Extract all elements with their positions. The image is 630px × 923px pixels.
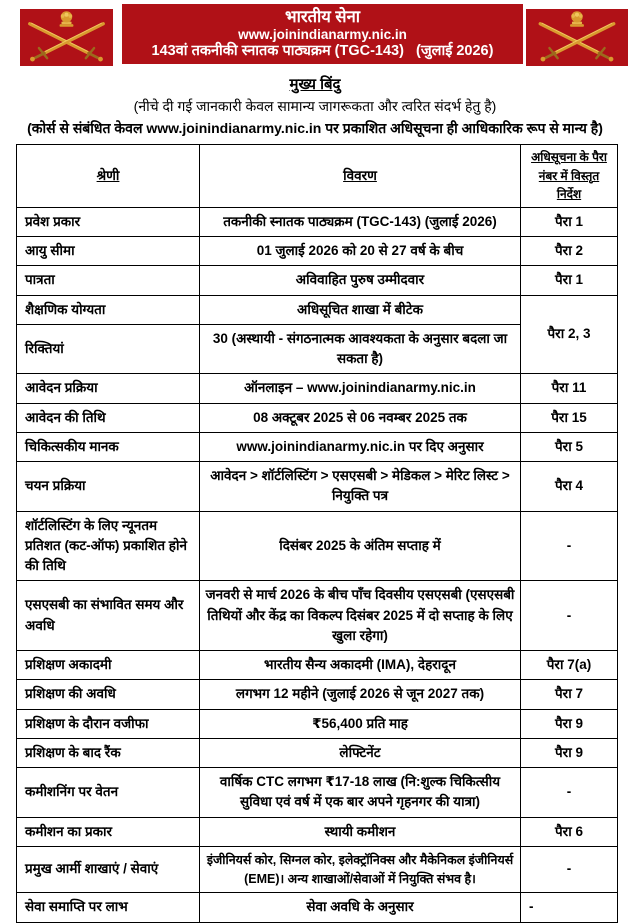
row-details-cell: लेफ्टिनेंट (199, 737, 521, 769)
row-details-cell: 08 अक्टूबर 2025 से 06 नवम्बर 2025 तक (199, 402, 521, 433)
crossed-swords-lion-capital-icon (20, 9, 113, 66)
row-para-cell: पैरा 2, 3 (520, 294, 618, 375)
row-details-cell: ऑनलाइन – www.joinindianarmy.nic.in (199, 373, 521, 404)
row-details-cell: आवेदन > शॉर्टलिस्टिंग > एसएसबी > मेडिकल … (199, 461, 521, 512)
table-row: एसएसबी का संभावित समय और अवधि जनवरी से मा… (16, 580, 618, 652)
row-details-cell: 01 जुलाई 2026 को 20 से 27 वर्ष के बीच (199, 236, 521, 267)
row-category-cell: चयन प्रक्रिया (16, 461, 200, 512)
table-body: प्रवेश प्रकार तकनीकी स्नातक पाठ्यक्रम (TG… (16, 206, 618, 923)
table-row: सेवा समाप्ति पर लाभ सेवा अवधि के अनुसार - (16, 892, 618, 923)
row-para-cell: पैरा 7 (520, 679, 618, 710)
row-details-cell: तकनीकी स्नातक पाठ्यक्रम (TGC-143) (जुलाई… (199, 206, 521, 238)
row-details-cell: इंजीनियर्स कोर, सिग्नल कोर, इलेक्ट्रॉनिक… (199, 845, 521, 894)
table-row: रिक्तियां 30 (अस्थायी - संगठनात्मक आवश्यक… (16, 323, 618, 375)
row-details-cell: स्थायी कमीशन (199, 816, 521, 847)
intro-section: मुख्य बिंदु (नीचे दी गई जानकारी केवल साम… (0, 74, 630, 138)
row-para-cell: पैरा 9 (520, 737, 618, 769)
disclaimer-line-1: (नीचे दी गई जानकारी केवल सामान्य जागरूकत… (133, 98, 497, 114)
row-category-cell: प्रवेश प्रकार (16, 206, 200, 238)
row-para-cell: - (520, 510, 618, 582)
row-category-cell: शॉर्टलिस्टिंग के लिए न्यूनतम प्रतिशत (कट… (16, 510, 200, 582)
table-row: पात्रता अविवाहित पुरुष उम्मीदवार पैरा 1 (16, 265, 618, 296)
table-row: चयन प्रक्रिया आवेदन > शॉर्टलिस्टिंग > एसए… (16, 461, 618, 512)
row-details-cell: जनवरी से मार्च 2026 के बीच पाँच दिवसीय ए… (199, 580, 521, 652)
row-category-cell: प्रशिक्षण के दौरान वजीफा (16, 708, 200, 739)
course-title: 143वां तकनीकी स्नातक पाठ्यक्रम (TGC-143)… (151, 43, 494, 60)
table-row: आवेदन की तिथि 08 अक्टूबर 2025 से 06 नवम्ब… (16, 402, 618, 433)
course-summary-table: श्रेणी विवरण अधिसूचना के पैरा नंबर में व… (16, 144, 618, 923)
row-category-cell: चिकित्सकीय मानक (16, 431, 200, 463)
row-para-cell: - (520, 845, 618, 894)
row-para-cell: - (520, 892, 618, 923)
army-emblem-right (526, 9, 628, 66)
row-details-cell: 30 (अस्थायी - संगठनात्मक आवश्यकता के अनु… (199, 323, 521, 375)
header-banner: भारतीय सेना www.joinindianarmy.nic.in 14… (0, 0, 630, 66)
row-category-cell: रिक्तियां (16, 323, 200, 375)
row-para-cell: पैरा 1 (520, 265, 618, 296)
army-title: भारतीय सेना (284, 7, 361, 26)
row-para-cell: पैरा 5 (520, 431, 618, 463)
row-details-cell: वार्षिक CTC लगभग ₹17-18 लाख (नि:शुल्क चि… (199, 767, 521, 818)
row-para-cell: - (520, 580, 618, 652)
table-row: चिकित्सकीय मानक www.joinindianarmy.nic.in… (16, 431, 618, 463)
table-header-row: श्रेणी विवरण अधिसूचना के पैरा नंबर में व… (16, 144, 618, 208)
row-category-cell: आवेदन प्रक्रिया (16, 373, 200, 404)
table-row: प्रशिक्षण के बाद रैंक लेफ्टिनेंट पैरा 9 (16, 737, 618, 769)
army-website: www.joinindianarmy.nic.in (238, 26, 407, 42)
row-details-cell: www.joinindianarmy.nic.in पर दिए अनुसार (199, 431, 521, 463)
row-para-cell: पैरा 9 (520, 708, 618, 739)
table-row: प्रमुख आर्मी शाखाएं / सेवाएं इंजीनियर्स क… (16, 845, 618, 894)
table-row: आवेदन प्रक्रिया ऑनलाइन – www.joinindianar… (16, 373, 618, 404)
col-header-para: अधिसूचना के पैरा नंबर में विस्तृत निर्दे… (520, 144, 618, 208)
col-header-details: विवरण (199, 144, 521, 208)
row-details-cell: अधिसूचित शाखा में बीटेक (199, 294, 521, 325)
row-category-cell: प्रशिक्षण की अवधि (16, 679, 200, 710)
main-points-heading: मुख्य बिंदु (289, 76, 341, 93)
row-category-cell: आवेदन की तिथि (16, 402, 200, 433)
table-row: कमीशनिंग पर वेतन वार्षिक CTC लगभग ₹17-18 … (16, 767, 618, 818)
row-para-cell: पैरा 2 (520, 236, 618, 267)
disclaimer-line-2: (कोर्स से संबंधित केवल www.joinindianarm… (27, 120, 603, 136)
table-row: आयु सीमा 01 जुलाई 2026 को 20 से 27 वर्ष क… (16, 236, 618, 267)
row-category-cell: प्रशिक्षण अकादमी (16, 650, 200, 681)
row-category-cell: सेवा समाप्ति पर लाभ (16, 892, 200, 923)
row-para-cell: - (520, 767, 618, 818)
col-header-category: श्रेणी (16, 144, 200, 208)
header-title-box: भारतीय सेना www.joinindianarmy.nic.in 14… (122, 4, 523, 64)
row-category-cell: एसएसबी का संभावित समय और अवधि (16, 580, 200, 652)
row-para-cell: पैरा 15 (520, 402, 618, 433)
row-details-cell: ₹56,400 प्रति माह (199, 708, 521, 739)
row-details-cell: अविवाहित पुरुष उम्मीदवार (199, 265, 521, 296)
crossed-swords-lion-capital-icon (526, 9, 628, 66)
table-row: प्रशिक्षण अकादमी भारतीय सैन्य अकादमी (IMA… (16, 650, 618, 681)
row-category-cell: कमीशनिंग पर वेतन (16, 767, 200, 818)
row-para-cell: पैरा 1 (520, 206, 618, 238)
row-category-cell: आयु सीमा (16, 236, 200, 267)
row-category-cell: प्रशिक्षण के बाद रैंक (16, 737, 200, 769)
row-para-cell: पैरा 11 (520, 373, 618, 404)
table-row: प्रशिक्षण के दौरान वजीफा ₹56,400 प्रति मा… (16, 708, 618, 739)
table-row: प्रशिक्षण की अवधि लगभग 12 महीने (जुलाई 20… (16, 679, 618, 710)
row-para-cell: पैरा 4 (520, 461, 618, 512)
table-row: शैक्षणिक योग्यता अधिसूचित शाखा में बीटेक प… (16, 294, 618, 375)
table-row: कमीशन का प्रकार स्थायी कमीशन पैरा 6 (16, 816, 618, 847)
row-para-cell: पैरा 6 (520, 816, 618, 847)
row-category-cell: पात्रता (16, 265, 200, 296)
row-para-cell: पैरा 7(a) (520, 650, 618, 681)
table-row: प्रवेश प्रकार तकनीकी स्नातक पाठ्यक्रम (TG… (16, 206, 618, 238)
row-details-cell: लगभग 12 महीने (जुलाई 2026 से जून 2027 तक… (199, 679, 521, 710)
row-details-cell: भारतीय सैन्य अकादमी (IMA), देहरादून (199, 650, 521, 681)
row-details-cell: दिसंबर 2025 के अंतिम सप्ताह में (199, 510, 521, 582)
row-details-cell: सेवा अवधि के अनुसार (199, 892, 521, 923)
row-category-cell: शैक्षणिक योग्यता (16, 294, 200, 325)
army-emblem-left (20, 9, 113, 66)
row-category-cell: प्रमुख आर्मी शाखाएं / सेवाएं (16, 845, 200, 894)
row-category-cell: कमीशन का प्रकार (16, 816, 200, 847)
table-row: शॉर्टलिस्टिंग के लिए न्यूनतम प्रतिशत (कट… (16, 510, 618, 582)
